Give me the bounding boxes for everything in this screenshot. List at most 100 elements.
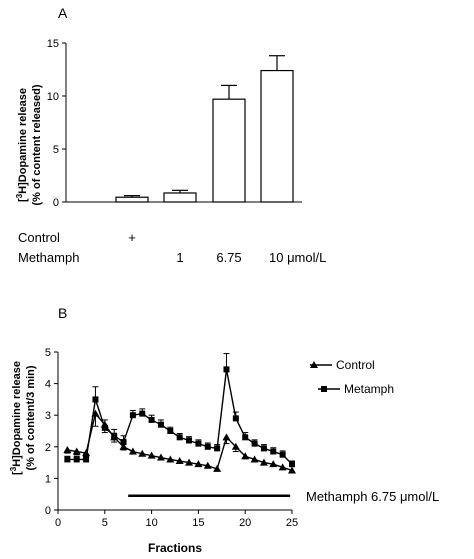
panel-b-point-square [232,415,239,422]
panel-a-row-label: Control [18,230,60,245]
panel-b-point-square [186,437,193,444]
panel-b-point-triangle [250,455,259,463]
panel-b-legend-label: Metamph [344,382,394,396]
panel-b-legend-marker [310,361,318,368]
panel-b-x-tick-label: 5 [102,517,108,529]
panel-a-bar [163,192,197,203]
panel-b-ylabel-superscript: 3 [9,466,18,471]
panel-a-ylabel-superscript: 3 [15,193,24,198]
panel-b-point-triangle [203,461,212,469]
panel-a-row-label: Methamph [18,250,79,265]
panel-b-point-square [242,434,249,441]
panel-b-y-tick-label: 5 [45,347,51,359]
panel-b-point-square [195,440,202,447]
panel-b-point-square [204,443,211,450]
panel-b-point-triangle [213,464,222,472]
panel-b-point-square [101,424,108,431]
panel-b-point-square [260,445,267,452]
panel-b: B [3H]Dopamine release (% of content/3 m… [9,305,439,555]
panel-b-ylabel-prefix: [ [11,471,23,475]
panel-b-treatment-label: Methamph 6.75 μmol/L [306,489,439,504]
panel-b-point-triangle [185,458,194,466]
panel-a-y-tick-label: 0 [53,197,59,209]
panel-b-point-square [214,445,221,452]
panel-b-point-square [251,440,258,447]
panel-b-point-square [223,366,230,373]
panel-a-row-cell: 10 μmol/L [269,250,326,265]
panel-a-bar [260,69,294,203]
panel-b-point-triangle [147,451,156,459]
panel-b-x-axis-label: Fractions [148,541,202,555]
panel-b-series [63,353,296,474]
panel-b-y-tick-label: 3 [45,410,51,422]
panel-b-point-square [148,416,155,423]
panel-b-point-square [129,412,136,419]
panel-b-y-axis-label-line2: (% of content/3 min) [25,365,37,470]
panel-b-point-square [111,432,118,439]
panel-b-point-square [64,456,71,463]
panel-b-point-square [167,428,174,434]
panel-b-point-square [139,410,146,417]
panel-b-point-triangle [231,442,240,450]
panel-a-y-tick-label: 15 [47,38,59,50]
panel-b-y-tick-label: 2 [45,442,51,454]
panel-a-bar [212,98,246,203]
panel-a-y-tick-label: 5 [53,144,59,156]
panel-b-y-tick-label: 0 [45,505,51,517]
panel-b-point-triangle [241,452,250,460]
panel-b-point-triangle [138,449,147,457]
panel-b-point-square [83,456,90,463]
panel-a-y-axis-label-line1: [3H]Dopamine release [15,88,29,202]
panel-b-point-square [120,439,127,446]
panel-a-y-axis-label-line2: (% of content released) [31,84,43,205]
panel-a-row-cell: 6.75 [216,250,241,265]
panel-b-point-triangle [72,447,81,455]
panel-b-axes: 0 1 2 3 4 5 0 5 10 15 20 25 [45,347,298,529]
panel-b-point-triangle [278,463,287,471]
panel-a-bar [115,196,149,203]
panel-b-point-triangle [128,447,137,455]
panel-b-point-square [92,396,99,403]
panel-b-point-triangle [119,442,128,450]
panel-a-condition-rows: Control + Methamph 1 6.75 10 μmol/L [18,230,326,265]
panel-b-point-triangle [175,457,184,465]
panel-b-x-tick-label: 20 [239,517,251,529]
panel-b-point-triangle [82,449,91,457]
panel-b-point-triangle [166,455,175,463]
panel-b-legend-label: Control [336,358,375,372]
panel-a-row-cell: 1 [176,250,183,265]
panel-b-x-tick-label: 25 [286,517,298,529]
panel-a-row-cell: + [128,230,136,245]
panel-b-point-triangle [194,460,203,468]
panel-b-point-triangle [269,460,278,468]
panel-b-x-tick-label: 10 [145,517,157,529]
panel-b-y-axis-label-line1: [3H]Dopamine release [9,361,23,475]
panel-b-y-tick-label: 1 [45,473,51,485]
panel-b-point-triangle [156,453,165,461]
panel-b-point-triangle [288,466,296,474]
panel-a: A [3H]Dopamine release (% of content rel… [15,5,326,265]
panel-a-ylabel-rest: H]Dopamine release [17,88,29,194]
panel-b-point-square [176,434,183,441]
panel-b-letter: B [58,305,67,321]
panel-b-point-square [279,451,286,458]
panel-b-x-tick-label: 0 [55,517,61,529]
panel-b-line-square [67,369,293,465]
panel-b-point-square [157,421,164,428]
panel-b-point-square [289,461,295,468]
panel-a-letter: A [58,5,68,21]
panel-b-point-triangle [63,445,72,453]
panel-b-point-square [73,456,80,463]
panel-a-bars [115,55,294,203]
panel-b-point-triangle [259,458,268,466]
panel-a-y-tick-label: 10 [47,91,59,103]
panel-b-treatment-bar: Methamph 6.75 μmol/L [128,489,439,504]
panel-b-ylabel-rest: H]Dopamine release [11,361,23,467]
panel-b-x-tick-label: 15 [192,517,204,529]
panel-b-point-square [270,448,277,455]
panel-b-y-tick-label: 4 [45,379,51,391]
panel-b-legend-marker [321,386,327,392]
panel-b-legend: Control Metamph [310,358,394,396]
panel-a-ylabel-prefix: [ [17,198,29,202]
